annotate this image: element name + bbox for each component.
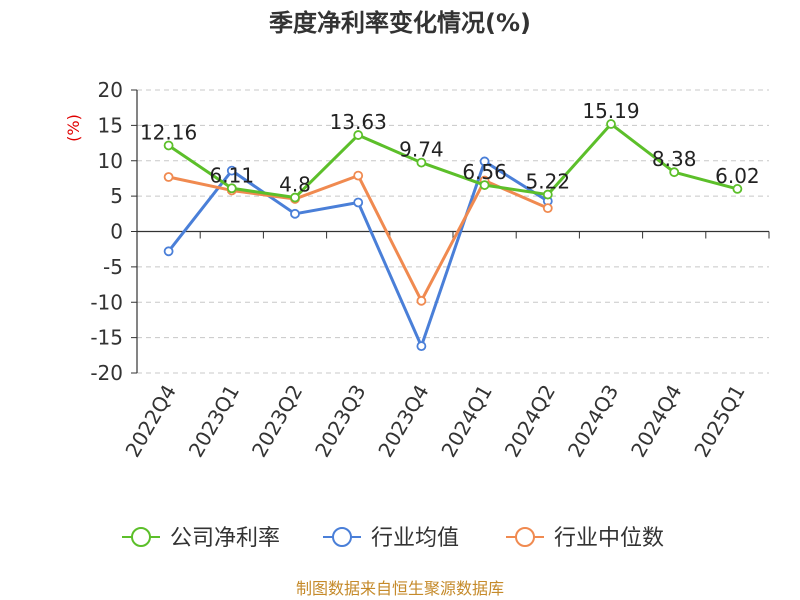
data-label: 6.02 xyxy=(715,164,760,188)
x-tick-label: 2024Q4 xyxy=(626,381,686,462)
data-point xyxy=(416,295,427,306)
x-tick-label: 2023Q2 xyxy=(247,381,307,462)
y-tick-label: -10 xyxy=(90,290,123,314)
data-labels: 12.16 6.11 4.8 13.63 9.74 6.56 5.22 15.19 8.38 6.… xyxy=(140,99,760,197)
x-tick-label: 2023Q4 xyxy=(373,381,433,462)
axes xyxy=(131,89,770,374)
series-line xyxy=(168,174,549,303)
legend-label: 行业均值 xyxy=(371,526,459,551)
y-tick-label: 20 xyxy=(98,78,123,102)
y-axis-label: (%) xyxy=(64,114,83,142)
legend-item: 公司净利率 xyxy=(122,526,280,551)
data-point xyxy=(542,189,553,200)
data-label: 5.22 xyxy=(526,170,571,194)
data-point xyxy=(353,197,364,208)
y-tick-label: 5 xyxy=(110,184,123,208)
data-label: 4.8 xyxy=(279,173,311,197)
x-tick-labels: 2022Q4 2023Q1 2023Q2 2023Q3 2023Q4 2024Q1 2024… xyxy=(120,381,749,462)
data-point xyxy=(163,246,174,257)
data-label: 9.74 xyxy=(399,138,444,162)
data-point xyxy=(163,140,174,151)
data-point xyxy=(732,184,743,194)
data-point xyxy=(669,167,680,178)
x-tick-label: 2023Q3 xyxy=(310,381,370,462)
data-point xyxy=(542,203,553,214)
x-tick-label: 2025Q1 xyxy=(689,381,749,462)
legend-item: 行业中位数 xyxy=(506,526,664,551)
x-tick-label: 2024Q1 xyxy=(436,381,496,462)
legend: 公司净利率 行业均值 行业中位数 xyxy=(122,526,664,551)
data-point xyxy=(479,156,490,167)
data-label: 13.63 xyxy=(330,110,387,134)
data-point xyxy=(416,157,427,168)
data-label: 15.19 xyxy=(582,99,639,123)
legend-label: 公司净利率 xyxy=(170,526,280,551)
chart-title: 季度净利率变化情况(%) xyxy=(269,9,531,37)
data-point xyxy=(353,130,364,140)
grid-lines xyxy=(137,89,769,374)
series-line xyxy=(167,122,738,200)
x-tick-label: 2024Q2 xyxy=(500,381,560,462)
data-label: 12.16 xyxy=(140,120,197,144)
source-note: 制图数据来自恒生聚源数据库 xyxy=(296,579,504,598)
data-point xyxy=(353,170,364,181)
data-point xyxy=(290,192,300,203)
series-lines xyxy=(163,119,743,352)
y-tick-label: 0 xyxy=(110,220,123,244)
y-tick-label: 10 xyxy=(98,149,123,173)
legend-marker xyxy=(332,527,352,547)
data-point xyxy=(163,172,174,182)
data-point xyxy=(290,208,300,219)
data-point xyxy=(226,183,237,194)
data-point xyxy=(416,341,427,352)
legend-marker xyxy=(131,527,151,547)
y-tick-label: -15 xyxy=(90,326,123,350)
x-tick-label: 2022Q4 xyxy=(120,381,180,462)
data-label: 6.11 xyxy=(210,163,255,187)
legend-marker xyxy=(515,527,535,547)
data-label: 6.56 xyxy=(462,160,507,184)
series-0 xyxy=(163,119,743,203)
y-tick-label: -20 xyxy=(90,361,123,385)
y-tick-label: 15 xyxy=(98,113,123,137)
data-point xyxy=(226,165,237,176)
legend-label: 行业中位数 xyxy=(554,526,664,551)
series-1 xyxy=(163,156,553,352)
x-tick-label: 2023Q1 xyxy=(184,381,244,462)
data-point xyxy=(606,119,616,129)
legend-item: 行业均值 xyxy=(323,526,459,551)
y-tick-labels: 20 15 10 5 0 -5 -10 -15 -20 xyxy=(90,78,123,385)
data-label: 8.38 xyxy=(652,147,697,171)
x-tick-label: 2024Q3 xyxy=(563,381,623,462)
series-2 xyxy=(163,170,553,306)
y-tick-label: -5 xyxy=(103,255,123,279)
data-point xyxy=(479,180,490,190)
